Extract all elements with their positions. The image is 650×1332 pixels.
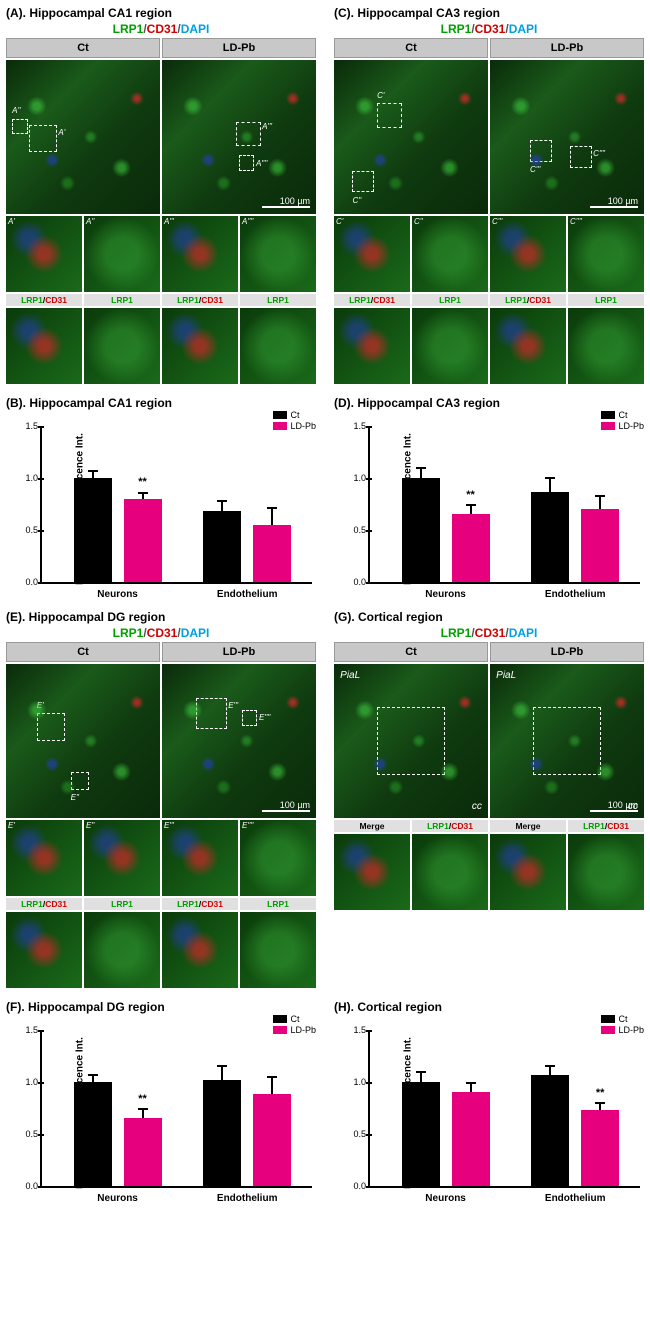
- thumb-A1b: [6, 308, 82, 384]
- condition-ldpb: LD-Pb: [162, 38, 316, 58]
- thumb-A4: A'''': [240, 216, 316, 292]
- panel-A-title: (A). Hippocampal CA1 region: [6, 6, 316, 20]
- micrograph-E-ct: E' E'': [6, 664, 160, 818]
- micrograph-E-ldpb: E''' E'''' 100 µm: [162, 664, 316, 818]
- thumb-A4b: [240, 308, 316, 384]
- micrograph-C-ldpb: C''' C'''' 100 µm: [490, 60, 644, 214]
- panel-A: (A). Hippocampal CA1 region LRP1/CD31/DA…: [6, 6, 316, 384]
- micrograph-C-ct: C' C'': [334, 60, 488, 214]
- thumb-A3b: [162, 308, 238, 384]
- panel-H: (H). Cortical region CtLD-PbRelative LRP…: [334, 994, 644, 1208]
- thumb-A2: A'': [84, 216, 160, 292]
- thumb-A2b: [84, 308, 160, 384]
- figure-grid: (A). Hippocampal CA1 region LRP1/CD31/DA…: [6, 6, 644, 1208]
- thumb-A1: A': [6, 216, 82, 292]
- panel-F: (F). Hippocampal DG region CtLD-PbRelati…: [6, 994, 316, 1208]
- micrograph-A-ldpb: A''' A'''' 100 µm: [162, 60, 316, 214]
- panel-G: (G). Cortical region LRP1/CD31/DAPI Ct L…: [334, 610, 644, 988]
- condition-ct: Ct: [6, 38, 160, 58]
- panel-C: (C). Hippocampal CA3 region LRP1/CD31/DA…: [334, 6, 644, 384]
- micrograph-G-ldpb: PiaL cc 100 µm: [490, 664, 644, 818]
- panel-B: (B). Hippocampal CA1 region CtLD-PbRelat…: [6, 390, 316, 604]
- scalebar: 100 µm: [262, 196, 310, 208]
- panel-E: (E). Hippocampal DG region LRP1/CD31/DAP…: [6, 610, 316, 988]
- staining-label: LRP1/CD31/DAPI: [6, 22, 316, 36]
- micrograph-A-ct: A' A'': [6, 60, 160, 214]
- thumb-A3: A''': [162, 216, 238, 292]
- micrograph-G-ct: PiaL cc: [334, 664, 488, 818]
- panel-C-title: (C). Hippocampal CA3 region: [334, 6, 644, 20]
- panel-D: (D). Hippocampal CA3 region CtLD-PbRelat…: [334, 390, 644, 604]
- staining-label: LRP1/CD31/DAPI: [334, 22, 644, 36]
